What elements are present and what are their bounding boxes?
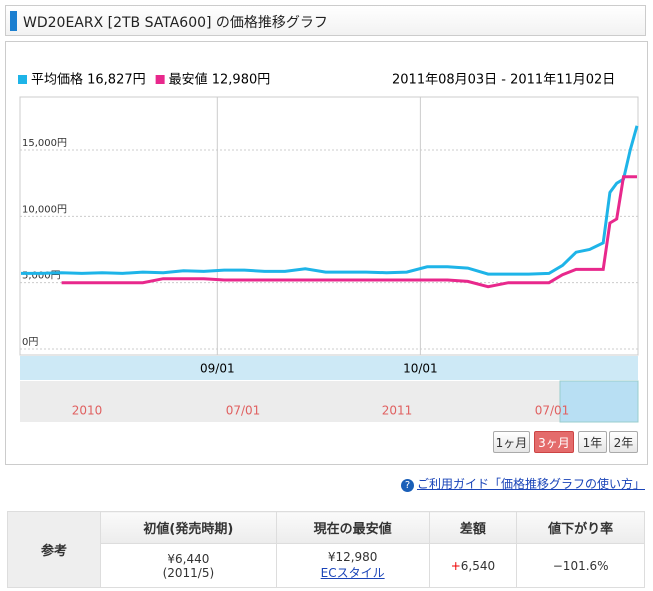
cell: ¥6,440 (2011/5) xyxy=(100,543,277,588)
range-button[interactable]: 1ヶ月 xyxy=(493,431,530,453)
legend-label: 平均価格 16,827円 xyxy=(31,72,146,88)
y-tick-label: 0円 xyxy=(22,337,38,348)
navigator-selection xyxy=(559,380,639,423)
title-bar: WD20EARX [2TB SATA600] の価格推移グラフ xyxy=(5,5,646,36)
cell-text: +6,540 xyxy=(450,558,496,573)
col-header: 初値(発売時期) xyxy=(100,511,277,544)
navigator-label: 2011 xyxy=(382,404,413,418)
reference-table: 参考 初値(発売時期) 現在の最安値 差額 値下がり率 ¥6,440 (2011/… xyxy=(7,511,645,588)
x-axis-band xyxy=(20,356,638,380)
cell-text: ¥6,440 xyxy=(167,551,210,566)
col-header: 差額 xyxy=(428,511,518,544)
y-tick-label: 10,000円 xyxy=(22,204,67,215)
legend-swatch xyxy=(155,75,165,84)
guide-link-text: ご利用ガイド「価格推移グラフの使い方」 xyxy=(416,477,645,491)
guide-link[interactable]: ? ご利用ガイド「価格推移グラフの使い方」 xyxy=(400,475,645,492)
cell-text: −101.6% xyxy=(552,558,609,573)
range-button[interactable]: 2年 xyxy=(609,431,638,453)
y-tick-label: 5,000円 xyxy=(22,271,61,282)
price-line xyxy=(21,125,639,276)
cell-text: (2011/5) xyxy=(162,565,215,580)
x-tick-label: 09/01 xyxy=(200,362,235,376)
cell: ¥12,980 ECスタイル xyxy=(275,543,430,588)
col-header: 現在の最安値 xyxy=(275,511,430,544)
navigator-label: 07/01 xyxy=(226,404,261,418)
page-title: WD20EARX [2TB SATA600] の価格推移グラフ xyxy=(23,15,328,31)
cell: +6,540 xyxy=(428,543,518,588)
y-tick-label: 15,000円 xyxy=(22,138,67,149)
navigator xyxy=(20,381,638,422)
date-range: 2011年08月03日 - 2011年11月02日 xyxy=(392,73,615,88)
navigator-label: 2010 xyxy=(72,404,103,418)
col-header: 値下がり率 xyxy=(516,511,645,544)
plot-area xyxy=(19,96,639,356)
legend-label: 最安値 12,980円 xyxy=(169,72,271,88)
cell-text: ¥12,980 xyxy=(327,550,378,564)
legend-swatch xyxy=(18,75,27,84)
row-header: 参考 xyxy=(7,511,101,588)
navigator-label: 07/01 xyxy=(535,404,570,418)
range-button[interactable]: 1年 xyxy=(578,431,607,453)
chart: 2011年08月03日 - 2011年11月02日 0円 5,000円 10,000… xyxy=(18,72,639,423)
chart-box xyxy=(5,41,648,465)
cell: −101.6% xyxy=(516,543,645,588)
x-tick-label: 10/01 xyxy=(403,362,438,376)
price-line xyxy=(61,175,637,289)
shop-link[interactable]: ECスタイル xyxy=(320,566,385,580)
range-button[interactable]: 3ヶ月 xyxy=(534,431,574,453)
